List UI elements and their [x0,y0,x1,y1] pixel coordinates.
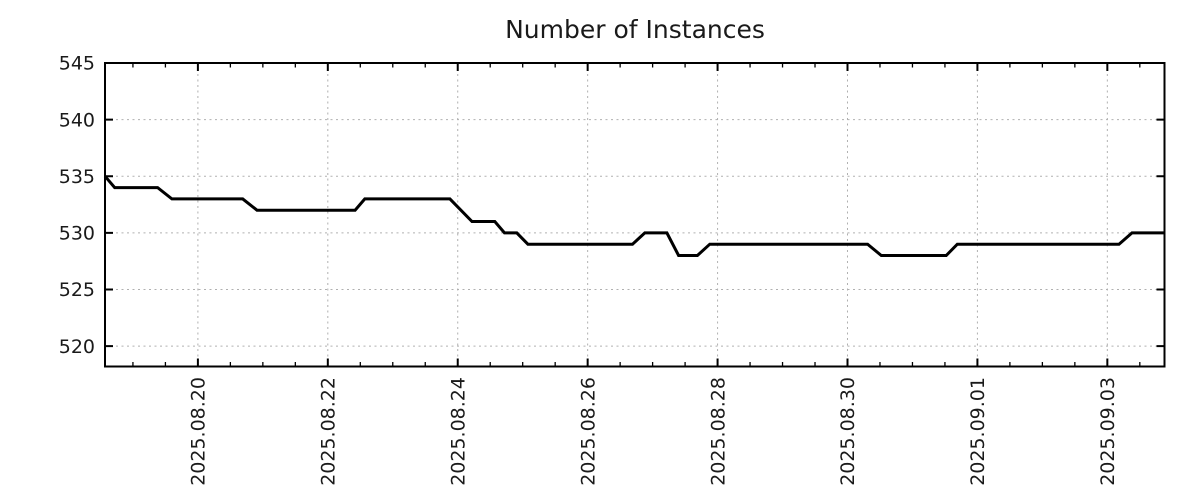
x-tick-labels: 2025.08.20 2025.08.22 2025.08.24 2025.08.26… [188,377,1119,486]
y-tick-label: 535 [59,166,95,188]
y-tick-label: 540 [59,109,95,131]
x-tick-label: 2025.09.01 [967,377,989,486]
axis-ticks [105,62,1165,367]
x-tick-label: 2025.08.26 [577,377,599,486]
y-tick-labels: 520 525 530 535 540 545 [59,53,95,358]
x-tick-label: 2025.09.03 [1097,377,1119,486]
y-tick-label: 530 [59,223,95,245]
x-tick-label: 2025.08.22 [317,377,339,486]
y-tick-label: 525 [59,279,95,301]
x-tick-label: 2025.08.30 [837,377,859,486]
y-tick-label: 545 [59,53,95,75]
x-tick-label: 2025.08.28 [707,377,729,486]
x-tick-label: 2025.08.24 [447,377,469,486]
series-line-instances [103,175,1165,257]
x-tick-label: 2025.08.20 [188,377,210,486]
chart-title: Number of Instances [505,15,765,44]
y-tick-label: 520 [59,336,95,358]
gridlines [105,62,1165,367]
plot-border [104,62,1166,368]
